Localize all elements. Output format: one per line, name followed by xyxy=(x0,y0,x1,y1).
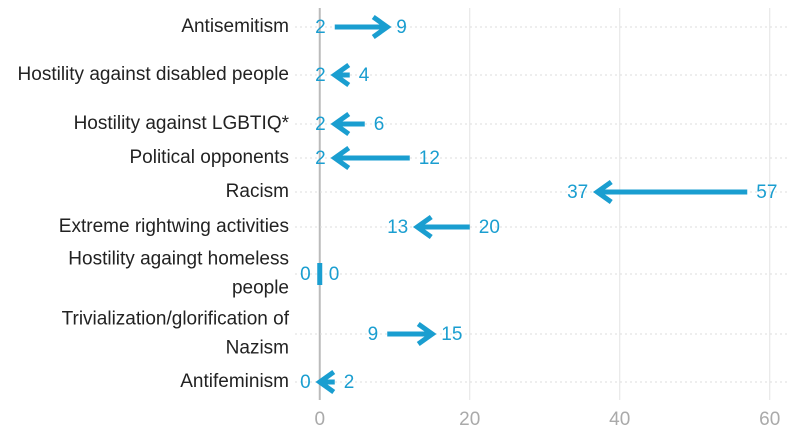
label-line: Nazism xyxy=(226,338,289,359)
arrow-head xyxy=(330,62,351,88)
label-line: people xyxy=(232,278,289,299)
arrow-head xyxy=(330,145,351,171)
label-line: Hostility againgt homeless xyxy=(68,249,289,270)
x-tick-label: 0 xyxy=(314,409,325,429)
arrow-head xyxy=(416,321,437,347)
value-label: 9 xyxy=(396,17,407,38)
y-tick-label: Extreme rightwing activities xyxy=(59,216,289,237)
value-label: 2 xyxy=(315,65,326,86)
value-label: 57 xyxy=(756,182,777,203)
value-label: 15 xyxy=(441,324,462,345)
value-label: 6 xyxy=(374,114,385,135)
value-label: 2 xyxy=(315,148,326,169)
value-label: 0 xyxy=(329,264,340,285)
arrow-head xyxy=(330,111,351,137)
arrow-head xyxy=(412,214,433,240)
value-label: 9 xyxy=(368,324,379,345)
y-tick-label: Political opponents xyxy=(130,147,290,168)
value-label: 0 xyxy=(300,264,311,285)
y-tick-label: Hostility against disabled people xyxy=(18,64,289,85)
value-label: 12 xyxy=(419,148,440,169)
arrow-head xyxy=(371,14,392,40)
value-label: 37 xyxy=(567,182,588,203)
value-label: 20 xyxy=(479,217,500,238)
value-label: 2 xyxy=(344,372,355,393)
y-tick-label: Hostility against LGBTIQ* xyxy=(74,113,290,134)
x-tick-label: 60 xyxy=(759,409,780,429)
arrow-head xyxy=(592,179,613,205)
y-tick-label: Racism xyxy=(226,181,289,202)
arrow xyxy=(317,263,323,285)
y-tick-label: Hostility againgt homeless people xyxy=(68,249,289,299)
x-tick-label: 40 xyxy=(609,409,630,429)
grid xyxy=(295,8,790,400)
label-line: Trivialization/glorification of xyxy=(62,309,290,330)
x-tick-label: 20 xyxy=(459,409,480,429)
value-label: 2 xyxy=(315,114,326,135)
value-label: 13 xyxy=(387,217,408,238)
y-tick-label: Antifeminism xyxy=(180,371,289,392)
value-label: 2 xyxy=(315,17,326,38)
value-label: 4 xyxy=(359,65,370,86)
y-tick-label: Antisemitism xyxy=(181,16,289,37)
value-label: 0 xyxy=(300,372,311,393)
y-tick-label: Trivialization/glorification of Nazism xyxy=(62,309,290,359)
arrow-head xyxy=(315,369,336,395)
